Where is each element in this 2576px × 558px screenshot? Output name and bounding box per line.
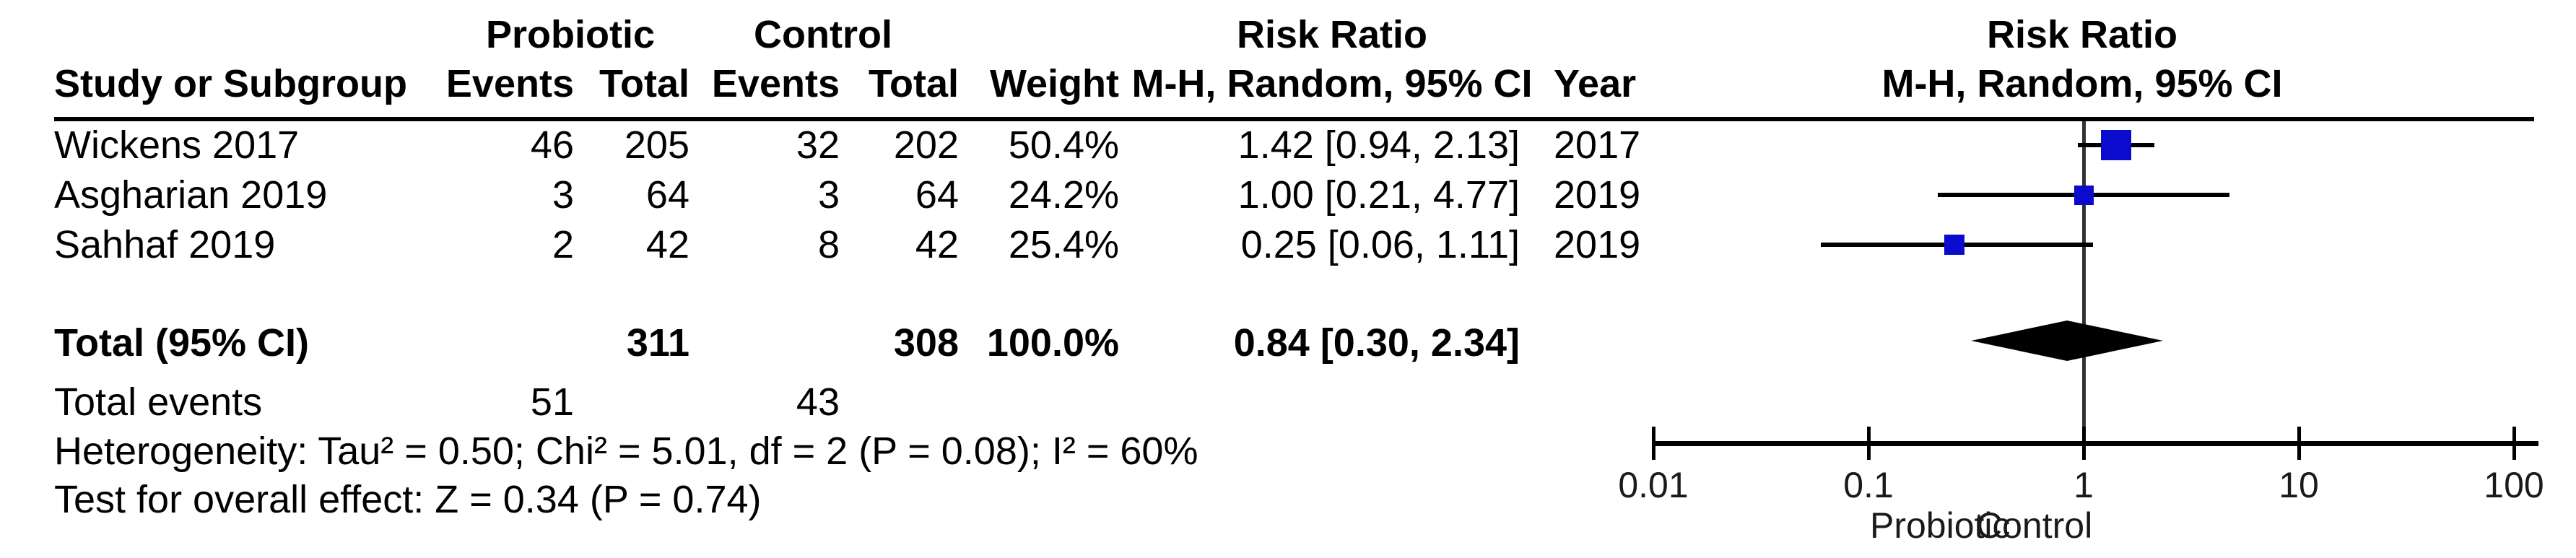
heterogeneity-stats: Heterogeneity: Tau² = 0.50; Chi² = 5.01,… — [54, 430, 1198, 473]
total-risk-ratio-ci: 0.84 [0.30, 2.34] — [1233, 321, 1520, 365]
x-axis-line — [1652, 441, 2538, 446]
study-label: Wickens 2017 — [54, 123, 300, 167]
col-header-year: Year — [1554, 62, 1637, 105]
axis-label-probiotic: Probiotic — [1870, 505, 2011, 546]
weight-value: 24.2% — [1008, 173, 1119, 217]
risk-ratio-ci-value: 1.42 [0.94, 2.13] — [1237, 123, 1520, 167]
col-header-total-control: Total — [869, 62, 959, 105]
study-label: Sahhaf 2019 — [54, 223, 276, 266]
group-header-probiotic: Probiotic — [485, 13, 656, 56]
year-value: 2019 — [1554, 223, 1641, 266]
group-header-control: Control — [754, 13, 892, 56]
risk-ratio-ci-value: 0.25 [0.06, 1.11] — [1240, 223, 1520, 266]
events-probiotic-value: 3 — [552, 173, 574, 217]
axis-tick-label: 10 — [2279, 465, 2319, 505]
total-probiotic-sum: 311 — [626, 321, 689, 365]
total-events-probiotic: 51 — [530, 380, 574, 424]
study-weight-square — [2074, 185, 2094, 205]
col-header-mh-ci: M-H, Random, 95% CI — [1131, 62, 1533, 105]
total-weight: 100.0% — [986, 321, 1119, 365]
axis-tick-label: 0.1 — [1843, 465, 1894, 505]
events-probiotic-value: 2 — [552, 223, 574, 266]
study-label: Asgharian 2019 — [54, 173, 328, 217]
overall-effect-test: Test for overall effect: Z = 0.34 (P = 0… — [54, 478, 762, 521]
weight-value: 25.4% — [1008, 223, 1119, 266]
plot-header-risk-ratio: Risk Ratio — [1986, 13, 2178, 56]
total-probiotic-value: 205 — [624, 123, 689, 167]
col-header-events-control: Events — [711, 62, 840, 105]
study-weight-square — [2101, 130, 2132, 160]
total-events-control: 43 — [796, 380, 840, 424]
study-weight-square — [1944, 235, 1964, 255]
total-control-value: 64 — [915, 173, 959, 217]
total-probiotic-value: 64 — [645, 173, 689, 217]
axis-tick-label: 100 — [2484, 465, 2544, 505]
axis-tick-label: 1 — [2074, 465, 2094, 505]
year-value: 2017 — [1554, 123, 1641, 167]
group-header-risk-ratio: Risk Ratio — [1236, 13, 1428, 56]
overall-effect-diamond — [1971, 321, 2164, 361]
total-control-value: 42 — [915, 223, 959, 266]
col-header-study: Study or Subgroup — [54, 62, 407, 105]
year-value: 2019 — [1554, 173, 1641, 217]
axis-tick-label: 0.01 — [1618, 465, 1689, 505]
total-probiotic-value: 42 — [645, 223, 689, 266]
events-probiotic-value: 46 — [530, 123, 574, 167]
reference-line-rr1 — [2082, 121, 2086, 445]
total-control-value: 202 — [893, 123, 959, 167]
header-separator-line — [54, 117, 2534, 121]
axis-label-control: Control — [1976, 505, 2093, 546]
weight-value: 50.4% — [1008, 123, 1119, 167]
col-header-events-probiotic: Events — [445, 62, 574, 105]
events-control-value: 8 — [817, 223, 840, 266]
total-row-label: Total (95% CI) — [54, 321, 310, 365]
risk-ratio-ci-value: 1.00 [0.21, 4.77] — [1237, 173, 1520, 217]
plot-header-mh-ci: M-H, Random, 95% CI — [1881, 62, 2283, 105]
events-control-value: 3 — [817, 173, 840, 217]
events-control-value: 32 — [796, 123, 840, 167]
col-header-total-probiotic: Total — [599, 62, 689, 105]
total-control-sum: 308 — [893, 321, 959, 365]
col-header-weight: Weight — [990, 62, 1119, 105]
total-events-label: Total events — [54, 380, 263, 424]
